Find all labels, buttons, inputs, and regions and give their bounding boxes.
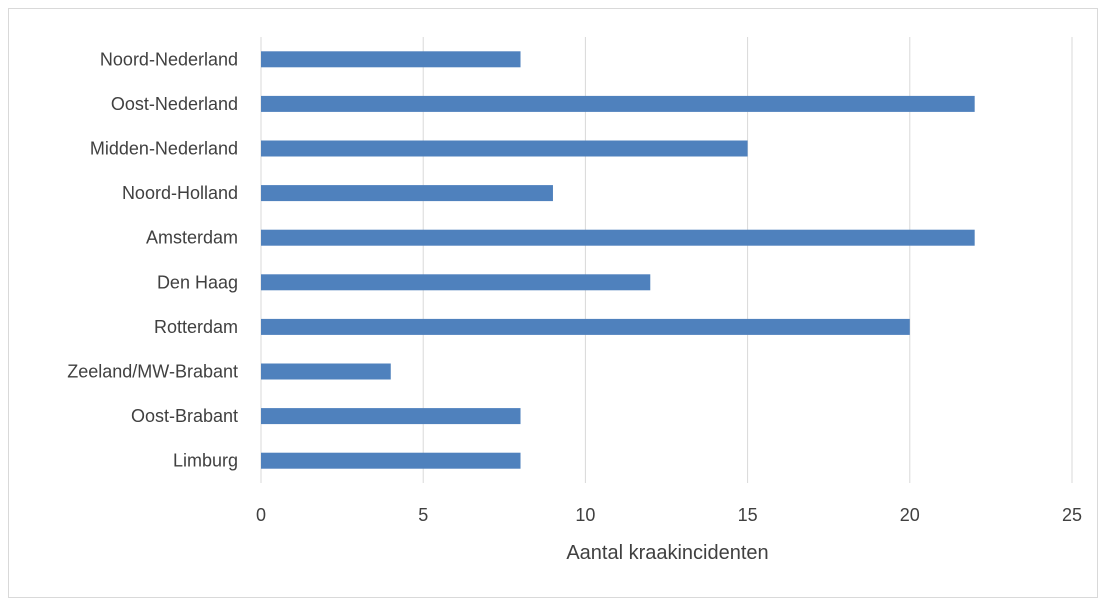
- category-label: Oost-Nederland: [111, 94, 238, 114]
- bar: [261, 229, 975, 246]
- bar: [261, 95, 975, 112]
- category-labels: Noord-Nederland Oost-Nederland Midden-Nede…: [67, 49, 238, 470]
- category-label: Noord-Nederland: [100, 49, 238, 69]
- x-tick-label: 5: [418, 505, 428, 525]
- bar: [261, 408, 521, 425]
- x-tick-label: 20: [900, 505, 920, 525]
- bar: [261, 140, 748, 157]
- x-tick-label: 10: [575, 505, 595, 525]
- x-tick-labels: 0 5 10 15 20 25: [256, 505, 1082, 525]
- bar: [261, 185, 553, 202]
- bar: [261, 274, 651, 291]
- bar: [261, 452, 521, 469]
- bar: [261, 318, 910, 335]
- bar: [261, 51, 521, 68]
- bar: [261, 363, 391, 380]
- x-axis-title: Aantal kraakincidenten: [566, 542, 768, 564]
- x-tick-label: 0: [256, 505, 266, 525]
- x-tick-label: 15: [738, 505, 758, 525]
- category-label: Amsterdam: [146, 228, 238, 248]
- category-label: Rotterdam: [154, 317, 238, 337]
- bars: [261, 51, 975, 469]
- x-tick-label: 25: [1062, 505, 1082, 525]
- category-label: Midden-Nederland: [90, 139, 238, 159]
- category-label: Oost-Brabant: [131, 406, 238, 426]
- category-label: Noord-Holland: [122, 183, 238, 203]
- category-label: Zeeland/MW-Brabant: [67, 362, 238, 382]
- category-label: Limburg: [173, 451, 238, 471]
- category-label: Den Haag: [157, 272, 238, 292]
